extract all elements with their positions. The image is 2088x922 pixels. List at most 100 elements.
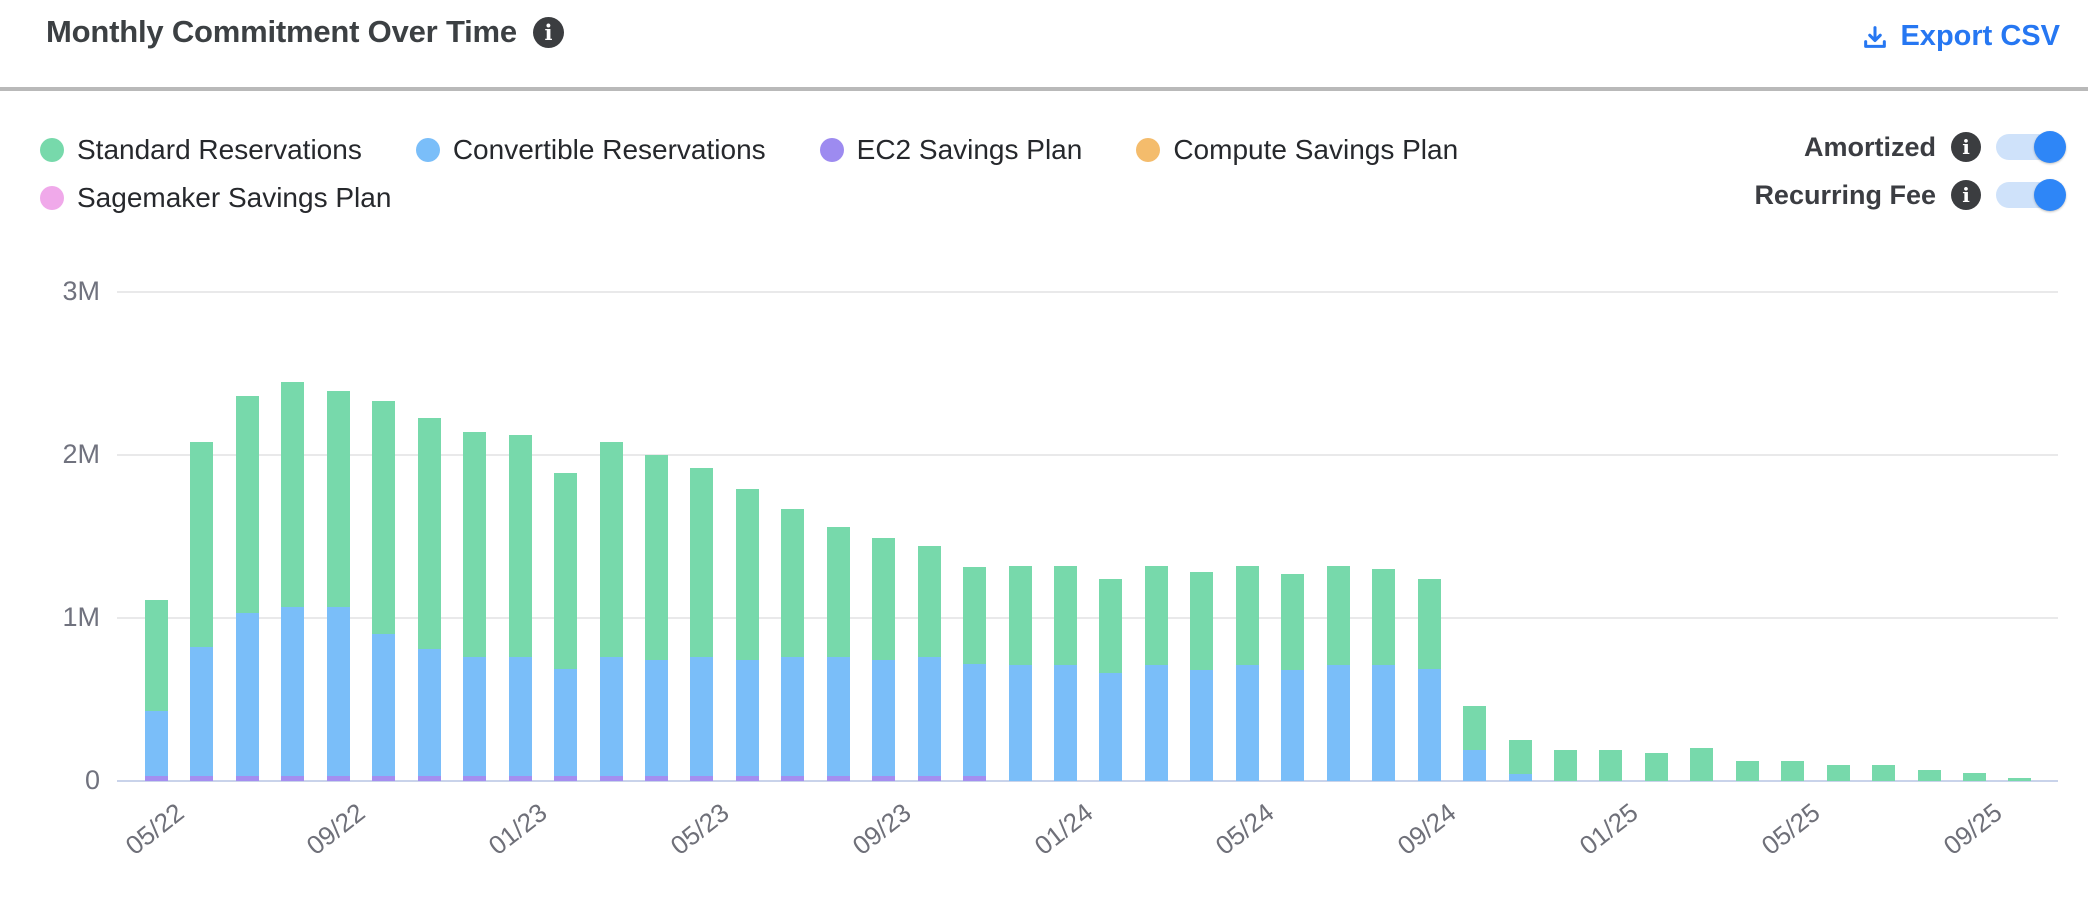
export-csv-label: Export CSV — [1900, 20, 2060, 52]
x-axis-tick-label: 05/24 — [1210, 797, 1280, 861]
download-icon — [1864, 25, 1887, 48]
bar-segment-ec2-savings-plan-01/23 — [508, 776, 532, 781]
bar-segment-standard-reservations-05/24 — [1235, 565, 1259, 666]
bar-segment-convertible-reservations-08/22 — [281, 606, 305, 777]
bar-segment-convertible-reservations-10/23 — [917, 657, 941, 777]
bar-segment-convertible-reservations-09/22 — [326, 606, 350, 777]
bar-segment-convertible-reservations-11/24 — [1508, 774, 1532, 781]
panel-header: Monthly Commitment Over Time i — [46, 14, 564, 50]
bar-segment-convertible-reservations-12/23 — [1008, 665, 1032, 781]
toggle-knob — [2034, 179, 2066, 211]
legend-dot-icon — [415, 138, 440, 162]
bar-segment-ec2-savings-plan-09/22 — [326, 776, 350, 781]
export-csv-button[interactable]: Export CSV — [1861, 20, 2060, 53]
recurring-fee-toggle-row: Recurring Fee i — [1754, 179, 2066, 211]
chart-legend: Standard Reservations Convertible Reserva… — [40, 126, 1458, 222]
x-axis-tick-label: 09/24 — [1391, 797, 1462, 861]
legend-item-ec2-savings-plan[interactable]: EC2 Savings Plan — [819, 134, 1082, 166]
legend-dot-icon — [1136, 138, 1161, 162]
bar-segment-convertible-reservations-01/23 — [508, 657, 532, 777]
bar-segment-standard-reservations-09/24 — [1417, 578, 1441, 669]
bar-segment-ec2-savings-plan-07/22 — [235, 776, 259, 781]
bar-segment-standard-reservations-09/22 — [326, 391, 350, 607]
bar-segment-standard-reservations-02/24 — [1099, 578, 1123, 674]
bar-segment-standard-reservations-12/22 — [463, 432, 487, 658]
x-axis-line — [117, 780, 2058, 782]
y-gridline-3M — [117, 291, 2058, 293]
bar-segment-standard-reservations-10/22 — [372, 401, 396, 635]
bar-segment-ec2-savings-plan-10/23 — [917, 776, 941, 781]
bar-segment-ec2-savings-plan-12/22 — [463, 776, 487, 781]
legend-label: Standard Reservations — [77, 134, 362, 165]
legend-row: Standard Reservations Convertible Reserva… — [40, 126, 1458, 174]
legend-item-compute-savings-plan[interactable]: Compute Savings Plan — [1136, 134, 1458, 166]
bar-segment-convertible-reservations-04/23 — [644, 660, 668, 777]
bar-segment-ec2-savings-plan-02/23 — [554, 776, 578, 781]
bar-segment-convertible-reservations-05/22 — [145, 710, 168, 777]
bar-segment-standard-reservations-03/23 — [599, 441, 623, 658]
bar-segment-standard-reservations-04/24 — [1190, 572, 1214, 671]
amortized-info-icon[interactable]: i — [1951, 132, 1981, 162]
bar-segment-standard-reservations-08/25 — [1917, 769, 1941, 781]
bar-segment-standard-reservations-10/25 — [2008, 777, 2032, 781]
bar-segment-standard-reservations-08/24 — [1372, 569, 1396, 666]
bar-segment-ec2-savings-plan-06/22 — [190, 776, 214, 781]
bar-segment-standard-reservations-07/23 — [781, 508, 805, 658]
bar-segment-standard-reservations-01/23 — [508, 435, 532, 658]
legend-item-convertible-reservations[interactable]: Convertible Reservations — [415, 134, 766, 166]
bar-segment-standard-reservations-05/25 — [1781, 761, 1805, 781]
bar-segment-standard-reservations-11/22 — [417, 417, 441, 649]
bar-segment-ec2-savings-plan-07/23 — [781, 776, 805, 781]
bar-segment-convertible-reservations-02/24 — [1099, 673, 1123, 781]
bar-segment-convertible-reservations-10/24 — [1463, 750, 1487, 781]
bar-segment-standard-reservations-09/23 — [872, 538, 896, 661]
bar-segment-ec2-savings-plan-10/22 — [372, 776, 396, 781]
bar-segment-convertible-reservations-09/23 — [872, 660, 896, 777]
y-axis-tick-label: 0 — [84, 765, 100, 795]
bar-segment-standard-reservations-12/24 — [1553, 750, 1577, 781]
x-axis-tick-label: 01/24 — [1028, 797, 1098, 861]
title-info-icon[interactable]: i — [532, 16, 564, 48]
legend-label: Convertible Reservations — [452, 134, 766, 165]
bar-segment-convertible-reservations-06/22 — [190, 647, 214, 777]
bar-segment-standard-reservations-01/25 — [1599, 750, 1623, 781]
bar-segment-standard-reservations-02/25 — [1644, 753, 1668, 781]
bar-segment-convertible-reservations-11/23 — [963, 663, 987, 777]
recurring-fee-label: Recurring Fee — [1754, 179, 1936, 210]
bar-segment-standard-reservations-05/22 — [145, 600, 168, 711]
bar-segment-ec2-savings-plan-08/23 — [826, 776, 850, 781]
bar-segment-convertible-reservations-10/22 — [372, 634, 396, 777]
bar-segment-standard-reservations-06/25 — [1826, 764, 1850, 781]
bar-segment-convertible-reservations-01/24 — [1054, 665, 1077, 781]
y-gridline-1M — [117, 617, 2058, 619]
header-divider — [0, 87, 2088, 91]
recurring-fee-info-icon[interactable]: i — [1951, 180, 1981, 210]
bar-segment-convertible-reservations-07/22 — [235, 613, 259, 777]
bar-segment-convertible-reservations-11/22 — [417, 648, 441, 777]
x-axis-tick-label: 09/25 — [1937, 797, 2007, 861]
bar-segment-standard-reservations-06/23 — [735, 489, 759, 661]
bar-segment-standard-reservations-07/22 — [235, 396, 259, 614]
bar-segment-standard-reservations-06/24 — [1281, 573, 1305, 671]
x-axis-tick-label: 05/25 — [1755, 797, 1826, 861]
bar-segment-convertible-reservations-03/24 — [1144, 665, 1168, 781]
bar-segment-ec2-savings-plan-08/22 — [281, 776, 305, 781]
recurring-fee-toggle[interactable] — [1996, 179, 2066, 211]
amortized-label: Amortized — [1803, 131, 1936, 162]
legend-item-standard-reservations[interactable]: Standard Reservations — [40, 134, 362, 166]
bar-segment-convertible-reservations-08/23 — [826, 657, 850, 777]
bar-segment-ec2-savings-plan-06/23 — [735, 776, 759, 781]
bar-segment-standard-reservations-07/25 — [1872, 764, 1896, 781]
legend-item-sagemaker-savings-plan[interactable]: Sagemaker Savings Plan — [40, 182, 391, 214]
x-axis-tick-label: 05/22 — [119, 797, 189, 861]
y-axis-tick-label: 2M — [62, 439, 100, 469]
bar-segment-standard-reservations-04/23 — [644, 455, 668, 661]
bar-segment-convertible-reservations-05/23 — [690, 657, 714, 777]
bar-segment-standard-reservations-11/23 — [963, 567, 987, 664]
bar-segment-convertible-reservations-04/24 — [1190, 670, 1214, 781]
bar-segment-convertible-reservations-03/23 — [599, 657, 623, 777]
bar-segment-ec2-savings-plan-03/23 — [599, 776, 623, 781]
bar-segment-convertible-reservations-06/23 — [735, 660, 759, 777]
amortized-toggle[interactable] — [1996, 131, 2066, 163]
